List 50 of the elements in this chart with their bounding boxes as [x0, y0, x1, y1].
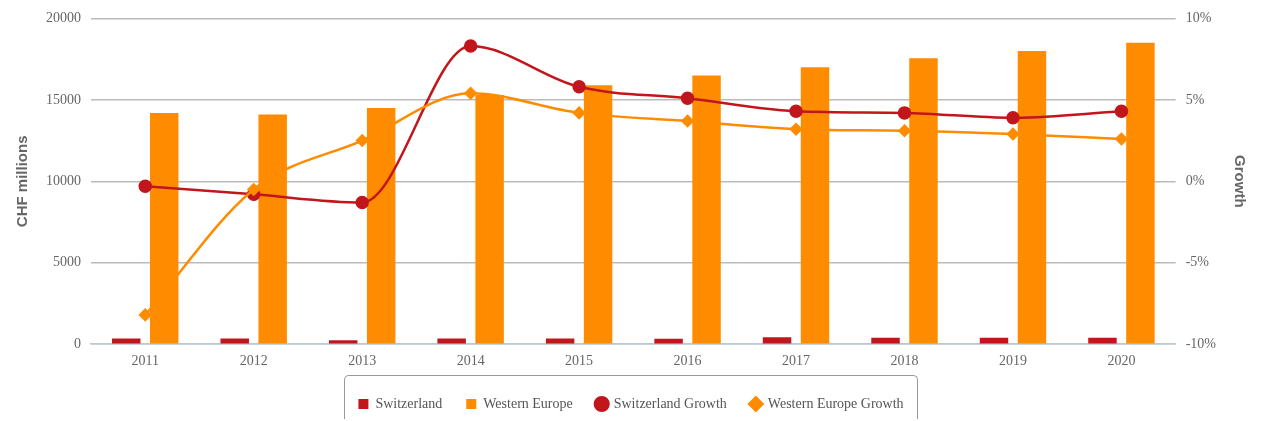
x-tick-label: 2013 — [348, 353, 377, 369]
point — [138, 308, 152, 322]
bar — [112, 338, 141, 344]
y-tick-label: 0 — [74, 335, 81, 351]
y-tick-label: 20000 — [46, 10, 81, 26]
bar — [437, 338, 466, 344]
point — [463, 39, 478, 53]
legend-label: Western Europe — [483, 395, 573, 411]
point — [789, 122, 803, 136]
x-tick-label: 2018 — [890, 353, 919, 369]
x-tick-label: 2011 — [131, 353, 159, 369]
point — [1114, 104, 1129, 118]
y-tick-label: 15000 — [46, 91, 81, 107]
legend-label: Switzerland Growth — [613, 395, 727, 411]
point — [138, 179, 152, 193]
y-tick-label: 5000 — [53, 254, 81, 270]
point — [247, 183, 260, 196]
bar — [762, 337, 792, 344]
point — [681, 114, 694, 128]
x-tick-label: 2020 — [1107, 353, 1136, 369]
point — [789, 104, 803, 118]
y2-tick-label: -10% — [1185, 335, 1217, 351]
point — [897, 106, 912, 120]
point — [464, 87, 477, 100]
y2-tick-label: 10% — [1185, 10, 1212, 26]
x-tick-label: 2014 — [456, 353, 485, 369]
x-tick-label: 2019 — [998, 353, 1027, 369]
x-tick-label: 2015 — [565, 353, 594, 369]
point — [1115, 132, 1128, 146]
x-tick-label: 2017 — [782, 353, 811, 369]
point — [355, 134, 369, 147]
point — [1006, 127, 1020, 141]
y2-axis-title: Growth — [1231, 155, 1249, 208]
y2-tick-label: 0% — [1185, 172, 1205, 188]
y-tick-label: 10000 — [46, 172, 81, 188]
point — [572, 106, 586, 120]
point — [898, 124, 911, 138]
point — [355, 195, 369, 210]
y2-tick-label: 5% — [1185, 91, 1205, 107]
y-axis-title: CHF millions — [13, 135, 31, 228]
bar — [545, 338, 575, 344]
legend-label: Western Europe Growth — [767, 395, 904, 411]
x-tick-label: 2016 — [673, 353, 702, 369]
point — [1006, 111, 1020, 125]
bar — [220, 338, 249, 344]
point — [572, 80, 586, 94]
legend-label: Switzerland — [375, 395, 443, 411]
y2-tick-label: -5% — [1185, 254, 1210, 270]
point — [680, 91, 695, 105]
x-tick-label: 2012 — [239, 353, 268, 369]
